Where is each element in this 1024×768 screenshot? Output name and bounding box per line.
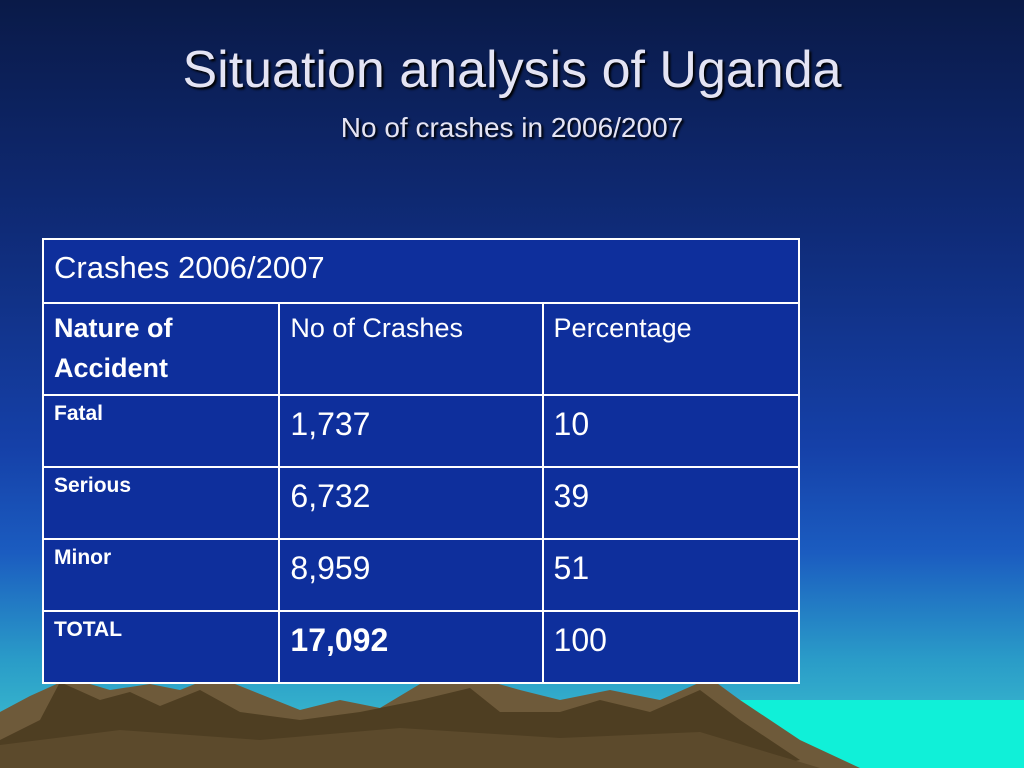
cell: 100 bbox=[541, 610, 801, 684]
table-row: Serious 6,732 39 bbox=[41, 466, 801, 540]
title: Situation analysis of Uganda bbox=[182, 41, 842, 99]
cell: 8,959 bbox=[278, 538, 544, 612]
table-caption: Crashes 2006/2007 bbox=[42, 238, 800, 304]
column-header: Nature of Accident bbox=[41, 302, 281, 396]
header-row: Nature of Accident No of Crashes Percent… bbox=[41, 302, 801, 396]
foreground bbox=[0, 728, 820, 768]
cell: 17,092 bbox=[278, 610, 544, 684]
cell: 10 bbox=[541, 394, 801, 468]
cell: 6,732 bbox=[278, 466, 544, 540]
row-label: Serious bbox=[41, 466, 281, 540]
cell: 39 bbox=[541, 466, 801, 540]
table-row: Fatal 1,737 10 bbox=[41, 394, 801, 468]
crash-table: Crashes 2006/2007 Nature of Accident No … bbox=[41, 238, 801, 684]
column-header: No of Crashes bbox=[278, 302, 544, 396]
subtitle: No of crashes in 2006/2007 bbox=[340, 112, 684, 143]
table-row: Minor 8,959 51 bbox=[41, 538, 801, 612]
table-body: Fatal 1,737 10 Serious 6,732 39 Minor 8,959 51 TO… bbox=[41, 394, 801, 684]
caption-row: Crashes 2006/2007 bbox=[42, 238, 800, 304]
row-label: Fatal bbox=[41, 394, 281, 468]
row-label: TOTAL bbox=[41, 610, 281, 684]
table-row: TOTAL 17,092 100 bbox=[41, 610, 801, 684]
cell: 51 bbox=[541, 538, 801, 612]
column-header: Percentage bbox=[541, 302, 801, 396]
row-label: Minor bbox=[41, 538, 281, 612]
cell: 1,737 bbox=[278, 394, 544, 468]
